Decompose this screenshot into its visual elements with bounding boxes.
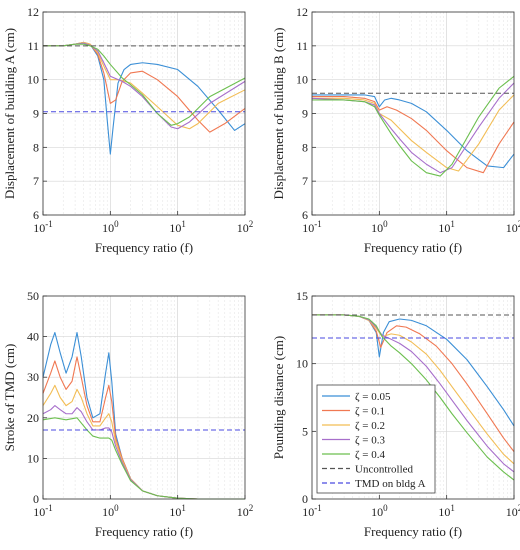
x-tick-label: 100 bbox=[102, 219, 119, 235]
y-axis-label: Displacement of building A (cm) bbox=[2, 28, 17, 199]
x-tick-label: 10-1 bbox=[33, 503, 53, 519]
x-tick-label: 101 bbox=[438, 219, 455, 235]
y-tick-label: 8 bbox=[33, 140, 39, 154]
x-axis-label: Frequency ratio (f) bbox=[364, 524, 462, 539]
x-tick-label: 101 bbox=[169, 219, 186, 235]
series-line-zeta-0-4 bbox=[312, 75, 515, 177]
y-tick-label: 0 bbox=[33, 492, 39, 506]
series-line-zeta-0-4 bbox=[43, 43, 246, 126]
legend-label: ζ = 0.4 bbox=[355, 449, 386, 461]
x-tick-label: 102 bbox=[506, 219, 520, 235]
x-tick-label: 101 bbox=[169, 503, 186, 519]
y-tick-label: 11 bbox=[296, 39, 308, 53]
series-line-zeta-0-2 bbox=[312, 94, 515, 172]
series-line-zeta-0-1 bbox=[312, 96, 515, 174]
y-tick-label: 8 bbox=[302, 140, 308, 154]
x-tick-label: 102 bbox=[506, 503, 520, 519]
y-tick-label: 10 bbox=[27, 73, 39, 87]
legend-label: ζ = 0.05 bbox=[355, 391, 391, 403]
x-tick-label: 10-1 bbox=[302, 503, 322, 519]
y-tick-label: 7 bbox=[33, 174, 39, 188]
x-tick-label: 10-1 bbox=[33, 219, 53, 235]
y-tick-label: 11 bbox=[27, 39, 39, 53]
y-tick-label: 5 bbox=[302, 424, 308, 438]
x-tick-label: 100 bbox=[371, 219, 388, 235]
legend-label: ζ = 0.1 bbox=[355, 406, 385, 418]
y-tick-label: 30 bbox=[27, 370, 39, 384]
y-tick-label: 20 bbox=[27, 411, 39, 425]
x-tick-label: 10-1 bbox=[302, 219, 322, 235]
y-tick-label: 6 bbox=[302, 208, 308, 222]
legend-label: Uncontrolled bbox=[355, 464, 414, 476]
legend: ζ = 0.05 ζ = 0.1 ζ = 0.2 ζ = 0.3 ζ = 0.4 Unco… bbox=[316, 384, 436, 494]
y-tick-label: 6 bbox=[33, 208, 39, 222]
y-tick-label: 7 bbox=[302, 174, 308, 188]
x-axis-label: Frequency ratio (f) bbox=[95, 524, 193, 539]
series-line-zeta-0-05 bbox=[312, 94, 515, 169]
y-tick-label: 10 bbox=[27, 451, 39, 465]
y-tick-label: 10 bbox=[296, 357, 308, 371]
y-tick-label: 12 bbox=[27, 5, 39, 19]
y-axis-label: Pounding distance (cm) bbox=[271, 336, 286, 459]
x-tick-label: 100 bbox=[102, 503, 119, 519]
x-axis-label: Frequency ratio (f) bbox=[95, 240, 193, 255]
y-axis-label: Stroke of TMD (cm) bbox=[2, 344, 17, 452]
y-tick-label: 40 bbox=[27, 330, 39, 344]
y-tick-label: 9 bbox=[302, 107, 308, 121]
y-tick-label: 9 bbox=[33, 107, 39, 121]
legend-label: ζ = 0.2 bbox=[355, 420, 385, 432]
legend-label: ζ = 0.3 bbox=[355, 435, 386, 447]
y-axis-label: Displacement of building B (cm) bbox=[271, 28, 286, 200]
y-tick-label: 0 bbox=[302, 492, 308, 506]
series-line-zeta-0-4 bbox=[42, 417, 245, 500]
y-tick-label: 50 bbox=[27, 289, 39, 303]
x-axis-label: Frequency ratio (f) bbox=[364, 240, 462, 255]
y-tick-label: 15 bbox=[296, 289, 308, 303]
legend-label: TMD on bldg A bbox=[355, 478, 426, 490]
axes-frame bbox=[311, 295, 515, 500]
x-tick-label: 101 bbox=[438, 503, 455, 519]
plot-area bbox=[43, 296, 245, 499]
x-tick-label: 102 bbox=[237, 503, 254, 519]
x-tick-label: 102 bbox=[237, 219, 254, 235]
panel-tmd-stroke: 0 10 20 30 40 50 10-1 100 101 102 Frequency ratio … bbox=[2, 289, 253, 539]
y-tick-label: 10 bbox=[296, 73, 308, 87]
series-line-zeta-0-3 bbox=[43, 42, 246, 130]
y-tick-label: 12 bbox=[296, 5, 308, 19]
panel-building-a: 6 7 8 9 10 11 12 10-1 100 101 102 Frequency ratio (… bbox=[2, 5, 253, 255]
panel-building-b: 6 7 8 9 10 11 12 10-1 100 101 102 Frequency ratio (… bbox=[271, 5, 520, 255]
series-line-zeta-0-4 bbox=[312, 314, 515, 481]
x-tick-label: 100 bbox=[371, 503, 388, 519]
axes-frame bbox=[42, 295, 246, 500]
